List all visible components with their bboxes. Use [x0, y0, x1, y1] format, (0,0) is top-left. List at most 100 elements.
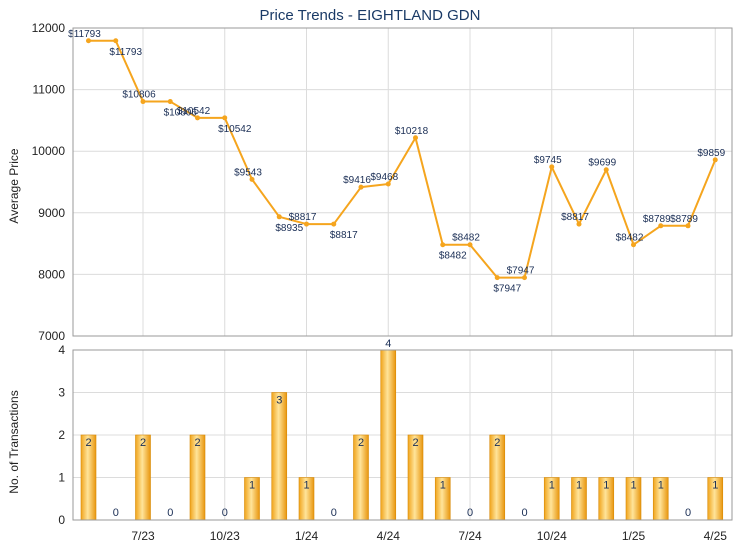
- price-point: [494, 275, 500, 281]
- price-point-label: $8935: [275, 223, 303, 234]
- price-point-label: $8817: [289, 212, 317, 223]
- x-tick-label: 10/24: [537, 529, 567, 543]
- price-point-label: $8817: [561, 212, 589, 223]
- price-point-label: $9416: [343, 175, 371, 186]
- transaction-bar-label: 1: [440, 480, 446, 492]
- transaction-bar-label: 2: [412, 437, 418, 449]
- price-point: [167, 99, 173, 105]
- transaction-bar-label: 3: [276, 395, 282, 407]
- price-point-label: $7947: [493, 284, 521, 295]
- transaction-bar-label: 0: [685, 507, 691, 519]
- price-point: [385, 181, 391, 187]
- transactions-y-axis: 0 1 2 3 4: [58, 343, 65, 527]
- price-y-tick-label: 11000: [33, 83, 66, 97]
- transaction-bar-label: 0: [521, 507, 527, 519]
- price-point-label: $7947: [507, 266, 535, 277]
- transaction-bar-label: 1: [658, 480, 664, 492]
- price-point-label: $10218: [395, 126, 429, 137]
- transaction-bar-label: 1: [303, 480, 309, 492]
- price-point: [195, 115, 200, 121]
- price-point: [658, 223, 664, 229]
- price-plot-frame: [72, 27, 733, 337]
- price-point-label: $9745: [534, 155, 562, 166]
- transaction-bar-label: 2: [358, 437, 364, 449]
- transaction-bar-label: 1: [630, 480, 636, 492]
- transaction-bar-label: 1: [549, 480, 555, 492]
- x-tick-label: 4/25: [704, 529, 728, 543]
- price-point: [304, 221, 309, 227]
- price-point: [576, 221, 582, 227]
- transaction-bar-label: 2: [140, 437, 146, 449]
- price-point-label: $9543: [234, 167, 262, 178]
- price-point-label: $8789: [643, 214, 671, 225]
- price-y-tick-label: 9000: [38, 206, 65, 220]
- x-axis: 7/23 10/23 1/24 4/24 7/24 10/24 1/25 4/25: [131, 529, 727, 543]
- price-y-tick-label: 10000: [32, 144, 66, 158]
- price-point-label: $8789: [670, 214, 698, 225]
- transaction-bar: [271, 392, 288, 521]
- price-point-label: $9699: [588, 158, 616, 169]
- price-point: [467, 242, 473, 248]
- price-point: [358, 184, 364, 190]
- transaction-bar-label: 1: [712, 480, 718, 492]
- price-point-label: $10542: [218, 124, 252, 135]
- transactions-y-tick-label: 1: [58, 471, 65, 485]
- transaction-bar-label: 1: [576, 480, 582, 492]
- transaction-bar-label: 1: [603, 480, 609, 492]
- x-tick-label: 7/24: [458, 529, 482, 543]
- price-point: [631, 242, 636, 248]
- price-point: [331, 221, 337, 227]
- price-point: [413, 135, 418, 141]
- transaction-bar-label: 0: [331, 507, 337, 519]
- transactions-y-tick-label: 2: [58, 428, 65, 442]
- price-gridlines: [73, 27, 732, 337]
- transactions-plot-frame: [72, 349, 733, 521]
- transaction-bar-label: 4: [385, 338, 391, 350]
- x-tick-label: 10/23: [210, 529, 240, 543]
- price-y-tick-label: 8000: [38, 267, 65, 281]
- price-point: [440, 242, 446, 248]
- price-point-label: $11793: [109, 47, 142, 58]
- price-point-label: $11793: [68, 29, 101, 40]
- x-tick-label: 7/23: [131, 529, 155, 543]
- price-point: [522, 275, 527, 281]
- price-point: [276, 214, 282, 220]
- transaction-bar-label: 2: [494, 437, 500, 449]
- transactions-y-tick-label: 3: [58, 386, 65, 400]
- price-point: [549, 164, 555, 170]
- transaction-bar-label: 2: [85, 437, 91, 449]
- price-point-label: $10806: [122, 90, 156, 101]
- transaction-bar-label: 0: [113, 507, 119, 519]
- price-point-label: $8482: [452, 233, 480, 244]
- price-y-axis: 7000 8000 9000 10000 11000 12000: [32, 21, 66, 343]
- price-y-tick-label: 12000: [32, 21, 66, 35]
- price-point: [140, 99, 146, 105]
- price-point: [685, 223, 691, 229]
- transactions-y-axis-title: No. of Transactions: [7, 390, 21, 493]
- price-point: [603, 167, 609, 173]
- price-point: [113, 38, 119, 44]
- chart-title: Price Trends - EIGHTLAND GDN: [260, 7, 481, 24]
- price-point-label: $9859: [697, 148, 725, 159]
- price-point: [712, 157, 718, 163]
- price-point-label: $9468: [370, 172, 398, 183]
- price-point: [86, 38, 91, 44]
- x-tick-label: 4/24: [377, 529, 401, 543]
- price-point-label: $8817: [330, 230, 358, 241]
- price-point-label: $10542: [177, 106, 211, 117]
- transaction-bars: 2 0 2 0 2 0 1 3 1 0 2 4 2 1 0 2 0 1 1 1 1 1 0 1: [80, 338, 724, 521]
- price-point-label: $8482: [616, 233, 644, 244]
- transactions-y-tick-label: 4: [58, 343, 65, 357]
- transactions-y-tick-label: 0: [58, 513, 65, 527]
- price-point: [222, 115, 228, 121]
- transaction-bar: [380, 349, 397, 521]
- price-point-label: $10806: [164, 108, 198, 119]
- transaction-bar-label: 0: [222, 507, 228, 519]
- transaction-bar-label: 0: [467, 507, 473, 519]
- x-tick-label: 1/25: [622, 529, 646, 543]
- price-point: [249, 176, 255, 182]
- transaction-bar-label: 1: [249, 480, 255, 492]
- transaction-bar-label: 0: [167, 507, 173, 519]
- price-y-tick-label: 7000: [38, 329, 65, 343]
